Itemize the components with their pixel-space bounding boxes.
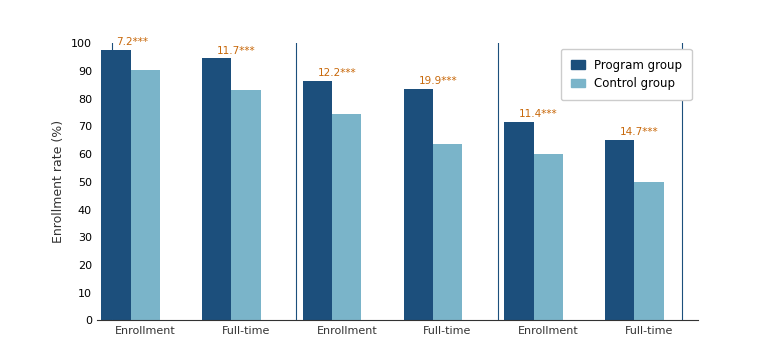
Text: 12.2***: 12.2*** [318,68,357,78]
Bar [433,144,462,320]
Text: 11.7***: 11.7*** [217,46,256,56]
Legend: Program group, Control group: Program group, Control group [561,49,691,100]
Text: 7.2***: 7.2*** [116,37,148,48]
Bar [131,69,160,320]
Y-axis label: Enrollment rate (%): Enrollment rate (%) [53,120,65,243]
Bar [332,114,361,320]
Bar [635,182,663,320]
Text: 11.4***: 11.4*** [519,109,558,120]
Bar [404,89,433,320]
Bar [534,154,563,320]
Bar [232,90,260,320]
Bar [102,50,131,320]
Bar [505,122,534,320]
Bar [303,81,332,320]
Bar [605,140,635,320]
Bar [202,58,232,320]
Text: 19.9***: 19.9*** [418,76,457,86]
Text: 14.7***: 14.7*** [620,127,659,138]
